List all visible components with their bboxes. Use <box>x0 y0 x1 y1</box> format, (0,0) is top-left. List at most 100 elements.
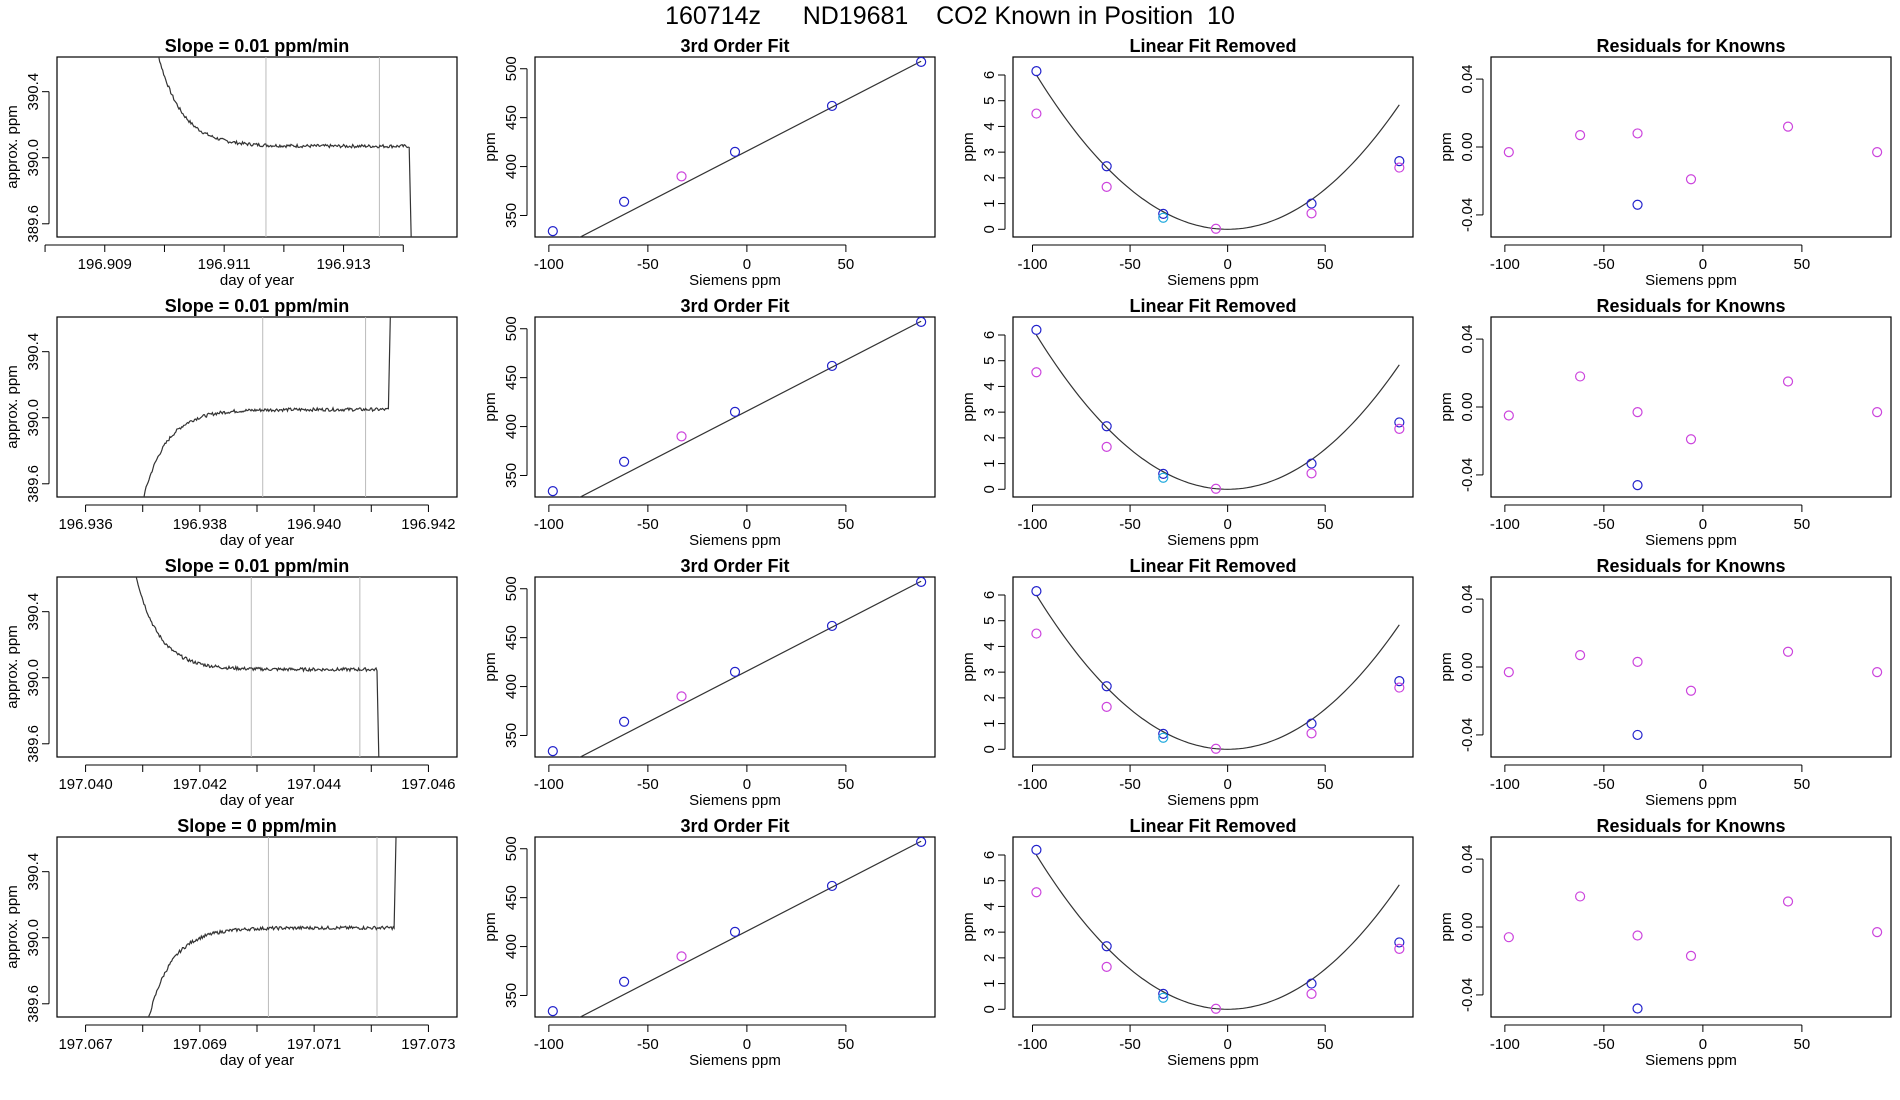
data-point <box>1158 472 1169 483</box>
plot-title: Slope = 0.01 ppm/min <box>165 296 350 316</box>
data-point <box>1210 743 1222 754</box>
panel-r2-c2: 3rd Order Fit -100 -50 0 50 Siemens ppm 350 400… <box>482 296 936 549</box>
data-point <box>547 746 558 757</box>
x-tick-label: 50 <box>1317 1036 1334 1053</box>
y-tick-label: 0.00 <box>1459 912 1476 941</box>
y-tick-label: -0.04 <box>1459 718 1476 752</box>
x-tick-label: -100 <box>1017 1036 1047 1053</box>
y-tick-label: 2 <box>981 954 998 962</box>
data-point <box>1503 932 1514 943</box>
data-point <box>619 196 630 207</box>
y-tick-label: 3 <box>981 148 998 156</box>
data-point <box>547 486 558 497</box>
x-tick-label: -50 <box>1119 776 1141 793</box>
data-point <box>1632 930 1643 941</box>
plot-frame <box>56 576 458 758</box>
x-tick-label: 197.071 <box>287 1036 341 1053</box>
data-point <box>1158 992 1169 1003</box>
y-tick-label: 390.0 <box>25 399 42 437</box>
data-point <box>1158 988 1169 999</box>
x-tick-label: 0 <box>1699 1036 1707 1053</box>
x-tick-label: 197.067 <box>58 1036 112 1053</box>
x-tick-label: 197.040 <box>58 776 112 793</box>
x-tick-label: -50 <box>1593 516 1615 533</box>
y-tick-label: 450 <box>503 105 520 130</box>
x-axis-label: Siemens ppm <box>1645 272 1737 289</box>
x-tick-label: -50 <box>1593 1036 1615 1053</box>
data-point <box>1306 198 1317 209</box>
x-tick-label: 0 <box>743 516 751 533</box>
data-point <box>1394 423 1405 434</box>
y-tick-label: 0.00 <box>1459 392 1476 421</box>
y-tick-label: 6 <box>981 851 998 859</box>
data-point <box>1685 685 1697 696</box>
data-point <box>1306 728 1317 739</box>
data-point <box>1782 121 1794 132</box>
data-point <box>1685 174 1697 185</box>
data-point <box>1031 108 1042 119</box>
y-tick-label: -0.04 <box>1459 198 1476 232</box>
plot-frame <box>534 316 936 498</box>
panel-r3-c2: 3rd Order Fit -100 -50 0 50 Siemens ppm 350 400… <box>482 556 936 809</box>
fit-curve <box>1035 594 1400 750</box>
x-tick-label: 50 <box>1794 516 1811 533</box>
data-point <box>1632 128 1643 139</box>
plot-title: Residuals for Knowns <box>1596 36 1785 56</box>
data-point <box>1101 161 1112 172</box>
data-point <box>1210 1003 1222 1014</box>
data-point <box>1101 441 1112 452</box>
y-tick-label: 400 <box>503 414 520 439</box>
y-tick-label: 0.00 <box>1459 652 1476 681</box>
data-point <box>1575 891 1586 902</box>
plot-frame <box>534 576 936 758</box>
y-tick-label: 6 <box>981 591 998 599</box>
data-trace <box>143 317 391 497</box>
data-point <box>1872 146 1883 158</box>
y-tick-label: 0.04 <box>1459 324 1476 353</box>
y-tick-label: 5 <box>981 877 998 885</box>
data-point <box>1101 941 1112 952</box>
y-tick-label: 350 <box>503 983 520 1008</box>
plot-title: Linear Fit Removed <box>1129 556 1296 576</box>
panel-r4-c4: Residuals for Knowns -100 -50 0 50 Siemens pp… <box>1438 816 1892 1069</box>
y-tick-label: 350 <box>503 203 520 228</box>
y-tick-label: 4 <box>981 902 998 910</box>
data-point <box>1503 666 1514 678</box>
plot-title: Linear Fit Removed <box>1129 36 1296 56</box>
data-point <box>1306 458 1317 469</box>
plot-frame <box>1490 316 1892 498</box>
x-tick-label: -100 <box>1017 776 1047 793</box>
data-point <box>1394 682 1405 693</box>
data-point <box>1872 666 1883 678</box>
y-tick-label: 450 <box>503 625 520 650</box>
y-tick-label: 500 <box>503 576 520 601</box>
y-tick-label: 5 <box>981 97 998 105</box>
x-tick-label: 0 <box>1699 516 1707 533</box>
x-tick-label: 197.073 <box>401 1036 455 1053</box>
x-axis-label: day of year <box>220 792 294 809</box>
y-axis-label: ppm <box>482 392 499 421</box>
data-point <box>1632 199 1643 210</box>
y-tick-label: 390.4 <box>25 73 42 111</box>
data-point <box>916 577 927 587</box>
data-point <box>547 1006 558 1017</box>
y-axis-label: approx. ppm <box>4 365 21 448</box>
x-tick-label: 196.942 <box>401 516 455 533</box>
x-tick-label: 50 <box>838 1036 855 1053</box>
plot-title: Residuals for Knowns <box>1596 556 1785 576</box>
x-axis-label: Siemens ppm <box>1645 1052 1737 1069</box>
plot-frame <box>534 56 936 238</box>
x-tick-label: 50 <box>1317 776 1334 793</box>
x-axis-label: Siemens ppm <box>689 792 781 809</box>
y-axis-label: ppm <box>960 912 977 941</box>
plot-frame <box>1012 576 1414 758</box>
data-point <box>1158 732 1169 743</box>
plot-frame <box>56 316 458 498</box>
data-point <box>619 716 630 727</box>
data-point <box>1306 718 1317 729</box>
y-tick-label: 0.04 <box>1459 64 1476 93</box>
plot-frame <box>1490 56 1892 238</box>
y-tick-label: 389.6 <box>25 465 42 503</box>
x-axis-label: Siemens ppm <box>689 532 781 549</box>
